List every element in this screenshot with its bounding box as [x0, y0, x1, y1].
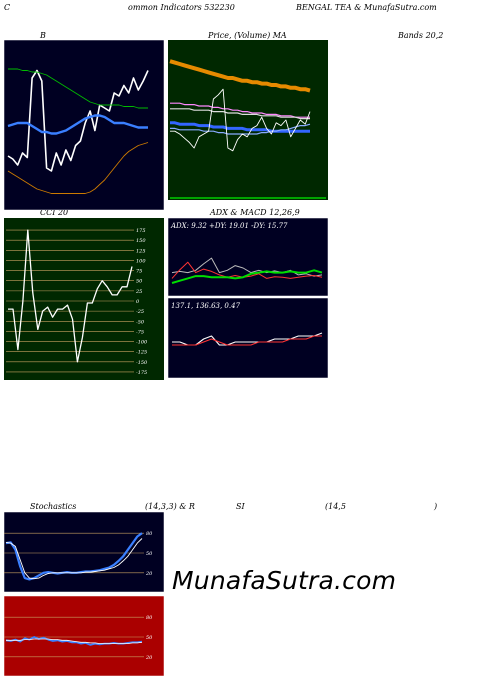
stoch-tick-label-1: 80 [146, 531, 153, 537]
cci-tick-label-5: 75 [136, 269, 142, 275]
cci-chart: 175 150 125 100 75 50 25 0 -25 -50 -75 -100 -125 -150… [4, 218, 164, 380]
adx-annotation: ADX: 9.32 +DY: 19.01 -DY: 15.77 [170, 222, 288, 230]
cci-tick-label-14: -150 [136, 360, 148, 366]
cci-tick-label-6: 50 [136, 279, 143, 285]
price-ma-chart [168, 40, 328, 200]
ma-series-3 [170, 108, 310, 120]
rsi-tick-label-1: 80 [146, 615, 153, 621]
bb-series-1 [7, 69, 149, 172]
macd-series-2 [172, 335, 322, 346]
cci-tick-label-9: -25 [136, 309, 144, 315]
cci-tick-label-2: 150 [136, 238, 146, 244]
macd-background [168, 298, 328, 378]
stoch-label-5: ) [434, 502, 438, 511]
adx-chart: ADX: 9.32 +DY: 19.01 -DY: 15.77 [168, 218, 328, 296]
rsi-background [4, 596, 164, 676]
stoch-label-2: (14,3,3) & R [145, 502, 195, 511]
cci-tick-label-8: 0 [136, 299, 140, 305]
ma-series-6 [170, 88, 311, 152]
rsi-tick-label-3: 20 [145, 655, 153, 661]
cci-tick-label-1: 175 [136, 228, 146, 234]
stoch-label-3: SI [236, 502, 245, 511]
cci-label: CCI 20 [40, 208, 69, 217]
cci-series-1 [8, 229, 133, 363]
cci-tick-label-12: -100 [136, 340, 148, 346]
stoch-series-2 [5, 538, 143, 580]
stoch-tick-label-3: 20 [145, 571, 153, 577]
adx-series-2 [171, 261, 323, 279]
macd-annotation: 137.1, 136.63, 0.47 [171, 302, 241, 310]
bollinger-bands-chart [4, 40, 164, 210]
cci-tick-label-4: 100 [136, 258, 146, 264]
header-left: C [4, 3, 11, 12]
header-center: BENGAL TEA & MunafaSutra.com [296, 3, 437, 12]
stoch-tick-label-2: 50 [146, 551, 153, 557]
cci-tick-label-10: -50 [136, 319, 145, 325]
adx-series-3 [171, 269, 323, 284]
bb-series-4 [7, 142, 149, 194]
rsi-series-2 [6, 638, 143, 644]
stoch-label-4: (14,5 [325, 502, 346, 511]
ma-series-1 [169, 59, 311, 93]
macd-chart: 137.1, 136.63, 0.47 [168, 298, 328, 378]
stoch-label-1: Stochastics [30, 502, 77, 511]
rsi-tick-label-2: 50 [146, 635, 153, 641]
cci-tick-label-15: -175 [136, 370, 147, 376]
rsi-chart: 80 50 20 [4, 596, 164, 676]
cci-tick-label-3: 125 [136, 248, 146, 254]
adx-background [168, 218, 328, 296]
ma-series-2 [170, 102, 310, 118]
ma-background [168, 40, 328, 200]
adx-macd-label: ADX & MACD 12,26,9 [210, 208, 300, 217]
cci-background [4, 218, 164, 380]
price-ma-label: Price, (Volume) MA [208, 31, 287, 40]
header-left-2: ommon Indicators 532230 [128, 3, 235, 12]
bands-label: Bands 20,2 [398, 31, 444, 40]
bb-label: B [40, 31, 46, 40]
cci-tick-label-11: -75 [136, 329, 144, 335]
cci-tick-label-13: -125 [136, 350, 147, 356]
ma-series-5 [170, 123, 311, 135]
adx-series-1 [171, 257, 323, 277]
watermark: MunafaSutra.com [172, 566, 397, 595]
stochastics-chart: 80 50 20 [4, 512, 164, 592]
bb-series-2 [8, 68, 148, 109]
ma-series-4 [170, 121, 310, 133]
cci-tick-label-7: 25 [135, 289, 142, 295]
bb-series-3 [7, 114, 148, 135]
